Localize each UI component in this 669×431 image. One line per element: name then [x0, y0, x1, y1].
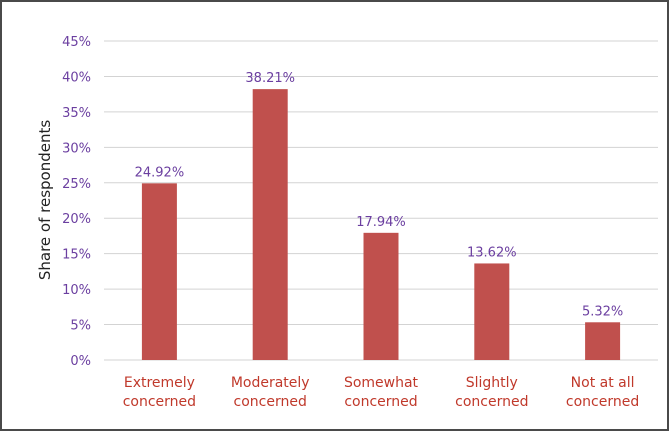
category-label: Extremely — [124, 375, 195, 391]
category-label: concerned — [455, 394, 528, 410]
category-label: Slightly — [466, 375, 518, 391]
y-tick-label: 5% — [70, 319, 91, 334]
category-label: concerned — [234, 394, 307, 410]
y-tick-label: 40% — [62, 70, 91, 85]
category-label: concerned — [344, 394, 417, 410]
y-tick-label: 25% — [62, 177, 91, 192]
data-label: 38.21% — [245, 71, 295, 86]
y-axis-label: Share of respondents — [36, 120, 54, 281]
bar — [141, 183, 177, 360]
y-tick-label: 35% — [62, 106, 91, 121]
bar — [585, 322, 621, 360]
data-label: 17.94% — [356, 215, 406, 230]
gridlines — [104, 40, 658, 361]
y-tick-label: 30% — [62, 141, 91, 156]
category-label: Somewhat — [344, 375, 419, 391]
x-axis-categories: Extremely concerned Moderately concerned Som… — [123, 375, 640, 410]
bar — [474, 263, 510, 360]
bar — [363, 232, 399, 360]
category-label: Moderately — [231, 375, 310, 391]
y-axis-ticks: 0% 5% 10% 15% 20% 25% 30% 35% 40% 45% — [62, 35, 91, 369]
y-tick-label: 10% — [62, 283, 91, 298]
category-label: Not at all — [571, 375, 635, 391]
bars — [141, 89, 621, 361]
y-tick-label: 0% — [70, 354, 91, 369]
category-label: concerned — [123, 394, 196, 410]
y-tick-label: 15% — [62, 248, 91, 263]
data-labels: 24.92% 38.21% 17.94% 13.62% 5.32% — [135, 71, 624, 319]
y-tick-label: 20% — [62, 212, 91, 227]
category-label: concerned — [566, 394, 639, 410]
data-label: 13.62% — [467, 245, 517, 260]
bar — [252, 89, 288, 361]
data-label: 5.32% — [582, 304, 623, 319]
y-tick-label: 45% — [62, 35, 91, 50]
data-label: 24.92% — [135, 165, 185, 180]
